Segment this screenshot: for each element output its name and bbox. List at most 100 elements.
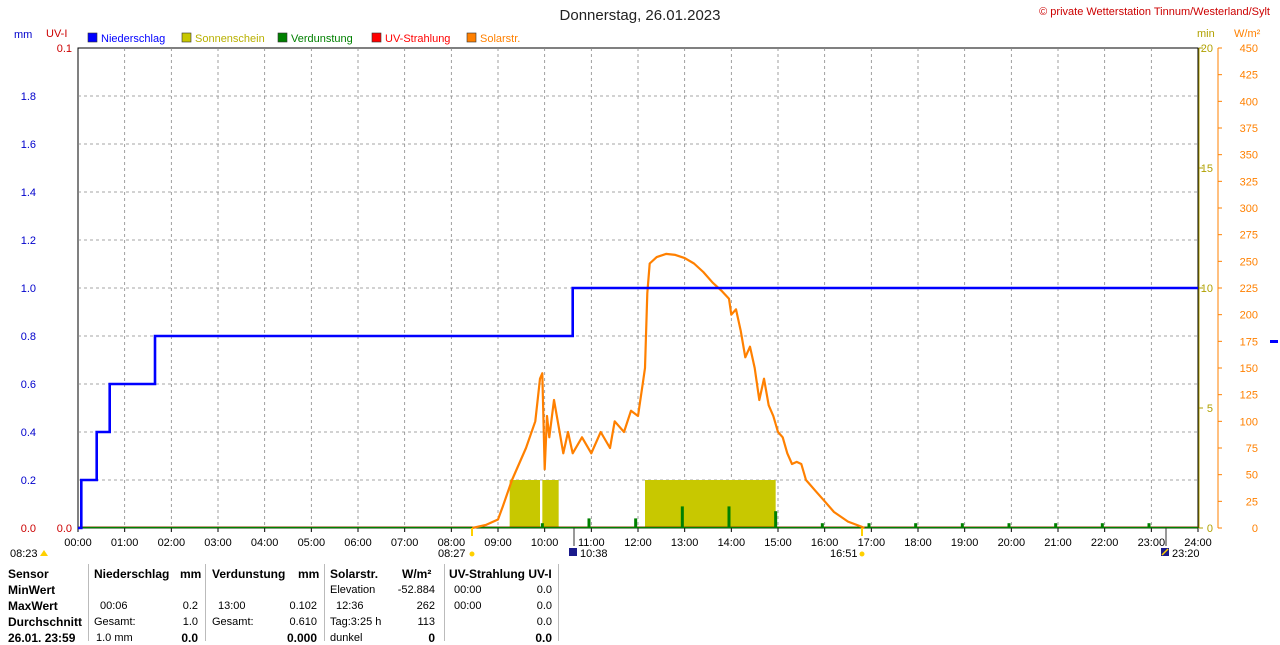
x-axis-tick-label: 12:00 (624, 537, 652, 549)
sunshine-bar (509, 480, 540, 528)
mm-axis-tick-label: 0.0 (21, 523, 36, 535)
x-axis-tick-label: 17:00 (858, 537, 886, 549)
stats-evap-value: 0.610 (289, 616, 317, 628)
evaporation-spike (774, 511, 778, 528)
x-axis-tick-label: 11:00 (578, 537, 605, 549)
stats-divider (558, 564, 559, 641)
sunset-time-label: 16:51 (830, 548, 858, 560)
evaporation-spike (1054, 523, 1058, 528)
unit-wm2-label: W/m² (1234, 28, 1261, 40)
wm2-axis-tick-label: 125 (1240, 390, 1258, 402)
mm-axis-tick-label: 1.8 (21, 91, 36, 103)
x-axis-tick-label: 00:00 (64, 537, 92, 549)
wm2-axis-tick-label: 75 (1246, 443, 1258, 455)
stats-solar-value: 0 (428, 631, 435, 645)
stats-solar-value: 113 (417, 616, 435, 628)
moon-time-label: 23:20 (1172, 548, 1200, 560)
legend-label: UV-Strahlung (385, 33, 450, 45)
x-axis-tick-label: 15:00 (764, 537, 792, 549)
evaporation-spike (1100, 523, 1104, 528)
x-axis-tick-label: 08:00 (438, 537, 466, 549)
sunshine-bar (645, 480, 776, 528)
stats-row-label: MinWert (8, 583, 56, 597)
x-axis-tick-label: 05:00 (298, 537, 326, 549)
evaporation-spike (587, 518, 591, 528)
max-elevation-label: 10:38 (580, 548, 608, 560)
stats-header-sensor: Sensor (8, 567, 49, 581)
chart-title: Donnerstag, 26.01.2023 (560, 7, 721, 24)
stats-evap-time: Gesamt: (212, 616, 254, 628)
stats-header-evap-unit: mm (298, 567, 320, 581)
stats-uv-time: 00:00 (454, 600, 482, 612)
unit-min-label: min (1197, 28, 1215, 40)
mm-axis-tick-label: 0.6 (21, 379, 36, 391)
stats-header-solar: Solarstr. (330, 567, 379, 581)
evaporation-spike (960, 523, 964, 528)
weather-chart: Donnerstag, 26.01.2023 © private Wetters… (10, 6, 1270, 560)
x-axis-tick-label: 09:00 (484, 537, 512, 549)
uvi-axis-tick-label: 0.0 (57, 523, 72, 535)
evaporation-spike (820, 523, 824, 528)
legend-label: Solarstr. (480, 33, 520, 45)
x-axis-tick-label: 21:00 (1044, 537, 1072, 549)
min-axis-tick-label: 20 (1201, 43, 1213, 55)
unit-uvi-label: UV-I (46, 28, 67, 40)
stats-divider (205, 564, 206, 641)
x-axis-tick-label: 01:00 (111, 537, 139, 549)
stats-rain-value: 1.0 (182, 616, 198, 628)
stats-uv-value: 0.0 (536, 616, 552, 628)
wm2-axis-tick-label: 325 (1240, 176, 1258, 188)
stats-uv-value: 0.0 (536, 600, 552, 612)
stats-row-label: 26.01. 23:59 (8, 631, 76, 645)
legend-swatch (466, 32, 477, 43)
x-axis-tick-label: 18:00 (904, 537, 932, 549)
wm2-axis-tick-label: 400 (1240, 96, 1258, 108)
mm-axis-tick-label: 0.4 (21, 427, 36, 439)
wm2-axis-tick-label: 300 (1240, 203, 1258, 215)
uvi-axis-tick-label: 0.1 (57, 43, 72, 55)
evaporation-spike (1007, 523, 1011, 528)
stats-row-label: MaxWert (8, 599, 58, 613)
x-axis-tick-label: 24:00 (1184, 537, 1212, 549)
x-axis-tick-label: 14:00 (718, 537, 746, 549)
x-axis-tick-label: 10:00 (531, 537, 559, 549)
x-axis-tick-label: 02:00 (158, 537, 186, 549)
stats-divider (324, 564, 325, 641)
stats-header-rain-unit: mm (180, 567, 202, 581)
stats-rain-value: 0.2 (182, 600, 198, 612)
stats-solar-time: 12:36 (336, 600, 364, 612)
mm-axis-tick-label: 1.0 (21, 283, 36, 295)
stats-divider (88, 564, 89, 641)
legend-label: Verdunstung (291, 33, 353, 45)
stats-header-evap: Verdunstung (212, 567, 286, 581)
x-axis-tick-label: 20:00 (998, 537, 1026, 549)
sunrise-alt-label: 08:27 (438, 548, 466, 560)
stats-header-solar-unit: W/m² (402, 567, 432, 581)
legend-label: Sonnenschein (195, 33, 265, 45)
min-axis-tick-label: 5 (1207, 403, 1213, 415)
legend-swatch (181, 32, 192, 43)
sun-markers: 08:23 08:27 10:38 16:51 23:20 (10, 528, 1200, 560)
stats-rain-value: 0.0 (181, 631, 198, 645)
evaporation-spike (680, 506, 684, 528)
wm2-axis-tick-label: 25 (1246, 496, 1258, 508)
mm-axis-tick-label: 1.2 (21, 235, 36, 247)
max-elevation-icon (569, 548, 577, 556)
wm2-axis-tick-label: 225 (1240, 283, 1258, 295)
evaporation-spike (727, 506, 731, 528)
wm2-axis-tick-label: 0 (1252, 523, 1258, 535)
stats-solar-time: Elevation (330, 584, 376, 596)
wm2-axis-tick-label: 100 (1240, 416, 1258, 428)
legend-label: Niederschlag (101, 33, 165, 45)
chart-axes: 0.0 0.2 0.4 0.6 0.8 1.0 1.2 1.4 1.6 1.8 0.0 0.1 0 5 10… (21, 43, 1258, 549)
legend-swatch (371, 32, 382, 43)
x-axis-tick-label: 16:00 (811, 537, 839, 549)
sunset-icon (859, 551, 865, 557)
wm2-axis-tick-label: 200 (1240, 310, 1258, 322)
mm-axis-tick-label: 1.4 (21, 187, 36, 199)
wm2-axis-tick-label: 150 (1240, 363, 1258, 375)
wm2-axis-tick-label: 175 (1240, 336, 1258, 348)
mm-axis-tick-label: 1.6 (21, 139, 36, 151)
evaporation-spike (867, 523, 871, 528)
evaporation-spike (634, 518, 638, 528)
